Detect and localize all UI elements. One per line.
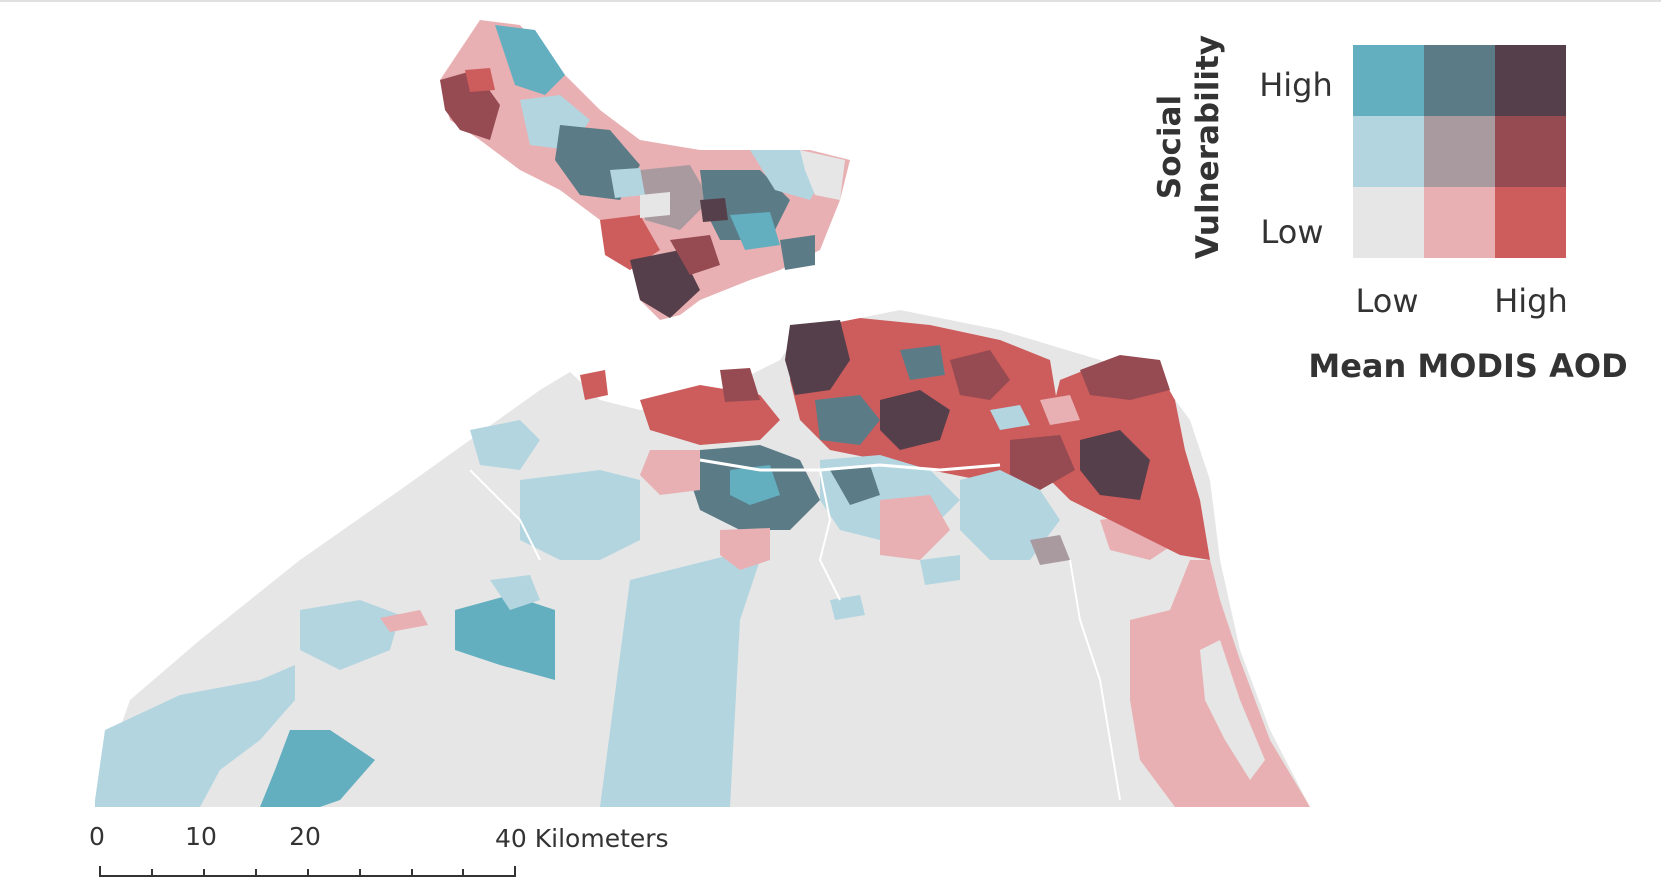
legend-y-high: High [1259,66,1333,104]
legend-cell-high-high [1495,45,1566,116]
legend-cell-low-high [1495,187,1566,258]
tract [700,198,728,222]
legend-cell-high-mid [1424,45,1495,116]
urban-core [469,318,1210,801]
waterway [818,469,841,601]
legend-grid [1353,45,1566,258]
tract [920,555,960,585]
tract [1080,430,1150,500]
scale-tick-10: 10 [185,822,217,851]
tract [580,370,608,400]
tract [640,450,700,495]
legend-x-high: High [1494,282,1568,320]
tract [720,368,760,402]
tract [880,390,950,450]
tract [495,25,565,95]
tract [800,150,845,200]
legend-cell-mid-low [1353,116,1424,187]
tract [600,555,760,807]
legend-cell-high-low [1353,45,1424,116]
northern-peninsula [440,20,850,320]
tract [630,250,700,318]
tract [260,730,375,807]
tract [900,345,945,380]
legend-x-title: Mean MODIS AOD [1308,347,1627,385]
legend-cell-mid-mid [1424,116,1495,187]
tract [610,168,645,198]
tract [455,595,555,680]
legend-cell-mid-high [1495,116,1566,187]
tract [490,575,540,610]
tract [300,600,400,670]
tract [950,350,1010,400]
tract [720,528,770,570]
legend-cell-low-mid [1424,187,1495,258]
tract [600,215,660,270]
legend-y-low: Low [1260,213,1323,251]
tract [670,235,720,275]
tract [1040,395,1080,425]
tract [640,192,670,218]
tract [785,320,850,395]
tract [830,465,880,505]
tract [730,465,780,505]
tract [990,405,1030,430]
tract [1080,355,1170,400]
legend-cell-low-low [1353,187,1424,258]
scale-end-label: 40 Kilometers [495,824,669,853]
tract [95,665,295,807]
tract [1030,535,1070,565]
tract [730,212,780,250]
tract [465,68,495,92]
tract [520,470,640,560]
tract [380,610,428,632]
tract [880,495,950,560]
legend-x-low: Low [1355,282,1418,320]
legend: Social Vulnerability High Low Low High M… [1152,35,1628,385]
tract [815,395,880,445]
waterway [699,458,1001,472]
scale-tick-20: 20 [289,822,321,851]
scale-tick-0: 0 [89,822,105,851]
tract [1010,435,1075,490]
tract [780,235,815,270]
tract [960,470,1060,560]
legend-y-title-line1: Social [1152,95,1188,199]
waterway [1069,559,1121,801]
tract [1200,640,1265,780]
legend-y-title-line2: Vulnerability [1190,35,1226,259]
waterway [469,469,541,561]
tract [470,420,540,470]
scale-bar: 0 10 20 40 Kilometers [89,822,669,877]
tract [830,595,865,620]
